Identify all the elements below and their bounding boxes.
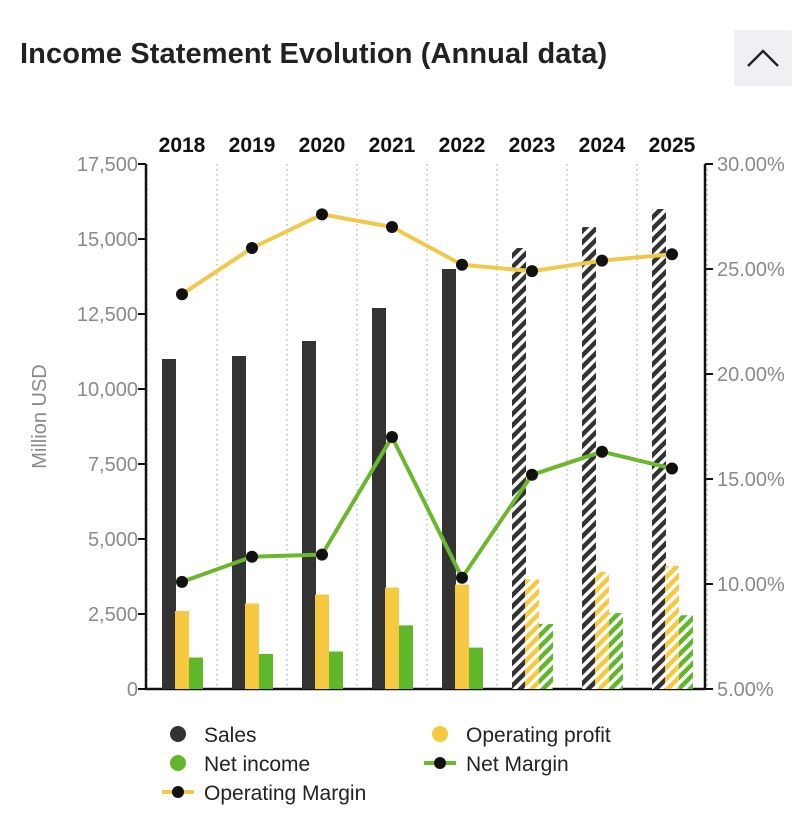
y-tick-label: 7,500 [88, 454, 138, 476]
point-net-margin [596, 445, 608, 458]
x-tick-label: 2021 [369, 134, 416, 157]
income-chart: 0 2,500 5,000 7,500 10,000 12,500 15,000 17,500… [29, 134, 785, 805]
y2-tick-label: 20.00% [717, 364, 785, 386]
bar-sales [162, 359, 176, 689]
legend-operating-profit-label: Operating profit [466, 724, 611, 747]
bar-net-income [189, 657, 203, 689]
point-net-margin [526, 468, 538, 481]
point-net-margin [176, 575, 188, 588]
bar-net-income [399, 625, 413, 689]
bar-operating-profit [455, 584, 469, 689]
bar-sales [652, 209, 666, 689]
y-tick-label: 0 [127, 679, 138, 701]
bar-sales [512, 248, 526, 689]
point-operating-margin [526, 265, 538, 278]
bar-net-income [609, 613, 623, 689]
y-tick-label: 5,000 [88, 529, 138, 551]
legend-operating-profit-marker [432, 726, 448, 742]
point-operating-margin [596, 254, 608, 267]
bar-net-income [469, 647, 483, 689]
point-net-margin [456, 571, 468, 584]
line-net-margin [180, 435, 674, 584]
chart-area: 0 2,500 5,000 7,500 10,000 12,500 15,000 17,500… [0, 120, 810, 820]
bar-net-income [329, 651, 343, 689]
bar-net-income [679, 615, 693, 689]
y2-tick-label: 25.00% [717, 259, 785, 281]
bar-operating-profit [245, 603, 259, 689]
bar-operating-profit [595, 572, 609, 689]
bar-operating-profit [665, 566, 679, 689]
bar-net-income [539, 623, 553, 689]
x-tick-label: 2024 [579, 134, 626, 157]
y2-tick-label: 15.00% [717, 469, 785, 491]
line-operating-margin [180, 212, 674, 297]
x-tick-label: 2020 [299, 134, 346, 157]
y-axis-title: Million USD [29, 364, 51, 468]
chart-header: Income Statement Evolution (Annual data) [20, 30, 792, 86]
legend-sales-marker [170, 726, 186, 742]
point-operating-margin [316, 208, 328, 221]
x-tick-label: 2025 [649, 134, 696, 157]
y2-tick-label: 5.00% [717, 679, 774, 701]
bar-operating-profit [175, 611, 189, 689]
y2-tick-label: 30.00% [717, 154, 785, 176]
bar-sales [442, 269, 456, 689]
point-operating-margin [456, 258, 468, 271]
legend-operating-margin-label: Operating Margin [204, 782, 366, 805]
y2-tick-label: 10.00% [717, 574, 785, 596]
bar-operating-profit [525, 579, 539, 689]
point-net-margin [246, 550, 258, 563]
legend-net-income-label: Net income [204, 753, 310, 776]
legend-net-margin-label: Net Margin [466, 753, 569, 776]
bar-operating-profit [315, 594, 329, 689]
legend-net-margin-marker [434, 757, 446, 769]
y-tick-label: 2,500 [88, 604, 138, 626]
y-tick-label: 17,500 [77, 154, 138, 176]
bar-operating-profit [385, 587, 399, 689]
point-net-margin [666, 462, 678, 475]
point-operating-margin [386, 221, 398, 233]
bar-sales [302, 341, 316, 689]
point-operating-margin [176, 288, 188, 301]
legend-operating-margin-marker [172, 786, 184, 798]
bar-sales [232, 356, 246, 689]
collapse-button[interactable] [734, 30, 792, 86]
bar-sales [372, 308, 386, 689]
point-operating-margin [666, 248, 678, 261]
bar-net-income [259, 653, 273, 689]
legend-net-income-marker [170, 755, 186, 771]
point-operating-margin [246, 242, 258, 254]
x-tick-label: 2023 [509, 134, 556, 157]
point-net-margin [386, 431, 398, 443]
y-tick-label: 15,000 [77, 229, 138, 251]
point-net-margin [316, 548, 328, 561]
chevron-up-icon [747, 49, 779, 67]
legend-sales-label: Sales [204, 724, 257, 747]
y-tick-label: 10,000 [77, 379, 138, 401]
y-tick-label: 12,500 [77, 304, 138, 326]
x-tick-label: 2022 [439, 134, 486, 157]
chart-title: Income Statement Evolution (Annual data) [20, 38, 608, 70]
x-tick-label: 2018 [159, 134, 206, 157]
x-tick-label: 2019 [229, 134, 276, 157]
